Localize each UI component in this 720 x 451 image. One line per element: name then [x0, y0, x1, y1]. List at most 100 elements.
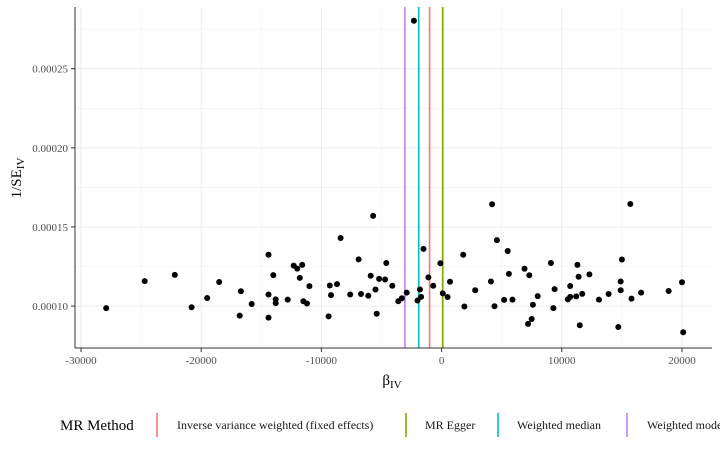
data-point	[141, 278, 148, 285]
data-point	[265, 251, 272, 258]
data-point	[615, 324, 622, 330]
data-point	[439, 290, 446, 297]
data-point	[326, 282, 333, 289]
data-point	[627, 201, 634, 207]
data-point	[410, 17, 417, 24]
data-point	[534, 293, 541, 300]
data-point	[284, 296, 291, 303]
data-point	[461, 303, 468, 310]
data-point	[576, 322, 583, 329]
y-tick-label: 0.00015	[32, 222, 68, 234]
data-point	[296, 274, 303, 281]
data-points	[103, 17, 687, 336]
axes: -30000 -20000 -10000 0 10000 20000 0.00010 0.00…	[32, 7, 712, 367]
data-point	[596, 296, 602, 303]
data-point	[665, 288, 672, 294]
data-point	[370, 212, 377, 219]
x-tick-label: 10000	[548, 355, 576, 367]
data-point	[216, 279, 223, 285]
data-point	[567, 293, 574, 300]
data-point	[551, 286, 558, 293]
data-point	[505, 270, 512, 277]
legend-title: MR Method	[60, 418, 134, 434]
data-point	[575, 273, 582, 280]
data-point	[367, 272, 374, 279]
data-point	[204, 295, 211, 301]
data-point	[265, 291, 272, 298]
data-point	[437, 260, 444, 267]
data-point	[328, 292, 334, 299]
x-tick-label: -30000	[65, 355, 97, 367]
data-point	[382, 276, 389, 283]
legend-label: Weighted median	[517, 418, 601, 432]
data-point	[501, 296, 508, 303]
y-tick-label: 0.00025	[32, 64, 68, 76]
y-axis-title: 1/SEIV	[9, 158, 27, 199]
data-point	[265, 314, 272, 321]
data-point	[567, 283, 574, 289]
data-point	[547, 260, 554, 266]
data-point	[529, 301, 536, 308]
data-point	[403, 289, 410, 296]
data-point	[416, 286, 423, 293]
x-tick-label: -20000	[186, 355, 218, 367]
data-point	[521, 265, 528, 272]
plot-panel	[75, 7, 712, 348]
x-tick-label: -10000	[306, 355, 338, 367]
legend-label: MR Egger	[425, 418, 475, 432]
legend-label: Weighted mode	[647, 418, 720, 432]
data-point	[447, 278, 453, 285]
data-point	[493, 237, 500, 244]
data-point	[306, 283, 313, 290]
data-point	[304, 300, 310, 307]
data-point	[237, 288, 244, 295]
data-point	[489, 201, 496, 208]
data-point	[103, 305, 110, 312]
data-point	[365, 292, 372, 299]
data-point	[355, 256, 362, 263]
data-point	[398, 295, 405, 302]
data-point	[373, 310, 380, 317]
data-point	[425, 274, 432, 281]
data-point	[638, 289, 645, 296]
data-point	[460, 251, 467, 258]
data-point	[617, 278, 624, 285]
data-point	[299, 261, 306, 268]
data-point	[430, 282, 437, 289]
data-point	[628, 295, 635, 302]
data-point	[605, 291, 612, 297]
legend-label: Inverse variance weighted (fixed effects…	[177, 418, 373, 432]
data-point	[618, 256, 625, 263]
data-point	[472, 287, 479, 294]
data-point	[525, 320, 532, 327]
data-point	[420, 245, 427, 252]
data-point	[487, 278, 494, 285]
data-point	[389, 282, 396, 289]
data-point	[550, 305, 557, 312]
data-point	[372, 286, 379, 293]
data-point	[188, 304, 195, 311]
data-point	[573, 293, 580, 300]
data-point	[579, 290, 586, 297]
data-point	[491, 303, 498, 310]
x-axis-title: βIV	[382, 373, 401, 391]
data-point	[418, 293, 425, 300]
data-point	[325, 313, 332, 320]
legend: MR Method Inverse variance weighted (fix…	[60, 413, 720, 437]
data-point	[528, 316, 535, 322]
data-point	[248, 301, 255, 307]
data-point	[526, 272, 533, 279]
y-tick-label: 0.00010	[32, 301, 68, 313]
data-point	[444, 294, 451, 300]
data-point	[236, 312, 243, 319]
data-point	[171, 271, 178, 278]
data-point	[383, 260, 390, 266]
x-tick-label: 20000	[668, 355, 696, 367]
data-point	[680, 329, 687, 336]
data-point	[376, 275, 383, 282]
data-point	[337, 235, 344, 241]
data-point	[617, 287, 624, 294]
x-tick-label: 0	[439, 355, 445, 367]
data-point	[509, 296, 516, 303]
